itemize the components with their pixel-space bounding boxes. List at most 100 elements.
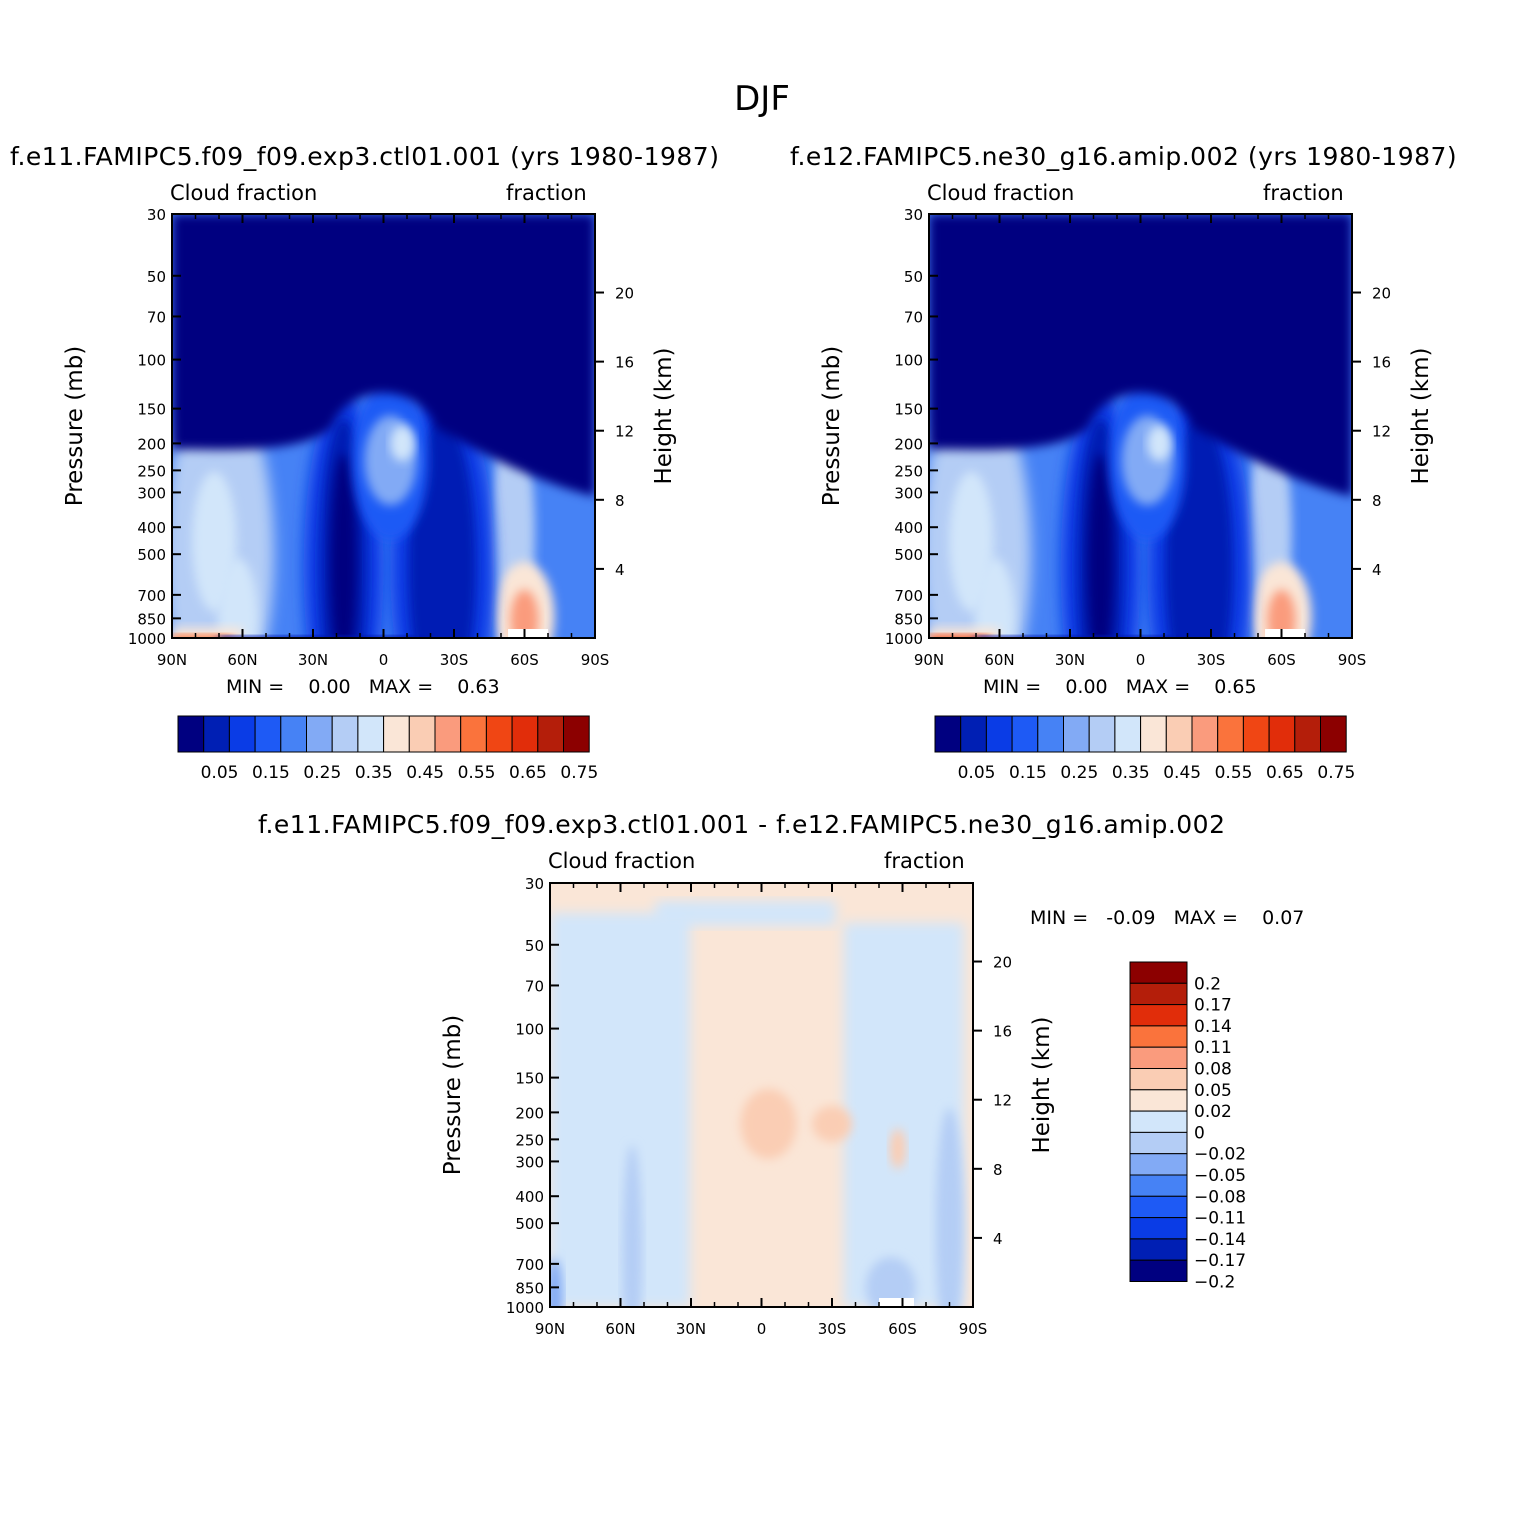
colorbar-swatch (985, 715, 1013, 753)
latitude-tick-label: 60N (605, 1320, 635, 1338)
pressure-tick-label: 400 (515, 1188, 544, 1206)
pressure-tick-label: 850 (137, 610, 166, 628)
colorbar-swatch (537, 715, 564, 753)
pressure-tick-label: 1000 (885, 630, 923, 648)
colorbar-label: −0.2 (1194, 1273, 1235, 1293)
pressure-tick-label: 30 (525, 875, 544, 893)
tropical-upper-positive (740, 1088, 797, 1159)
latitude-tick-label: 90N (914, 651, 944, 669)
pressure-tick-label: 300 (894, 484, 923, 502)
latitude-tick-label: 90S (581, 651, 610, 669)
tropical-cirrus-max (390, 425, 415, 462)
colorbar-swatch (934, 715, 962, 753)
pressure-tick-label: 250 (894, 462, 923, 480)
pressure-tick-label: 250 (137, 462, 166, 480)
panel-2-title: f.e12.FAMIPC5.ne30_g16.amip.002 (yrs 198… (790, 142, 1458, 171)
pressure-tick-label: 500 (137, 546, 166, 564)
height-tick-label: 16 (615, 354, 634, 372)
latitude-tick-label: 30S (440, 651, 469, 669)
pressure-tick-label: 150 (137, 401, 166, 419)
colorbar-swatch (1129, 1174, 1188, 1197)
colorbar-label: 0.17 (1194, 996, 1232, 1016)
pressure-tick-label: 100 (894, 352, 923, 370)
colorbar-swatch (331, 715, 359, 753)
colorbar-swatch (1129, 1195, 1188, 1219)
pressure-tick-label: 200 (137, 435, 166, 453)
latitude-tick-label: 60S (510, 651, 539, 669)
colorbar-label: 0.35 (1112, 763, 1150, 783)
panel-3-units-label: fraction (884, 849, 965, 873)
height-tick-label: 8 (615, 492, 625, 510)
colorbar-swatch (357, 715, 385, 753)
pressure-tick-label: 300 (137, 484, 166, 502)
colorbar-swatch (1140, 715, 1167, 753)
pressure-tick-label: 100 (515, 1021, 544, 1039)
colorbar-swatch (563, 715, 590, 753)
colorbar-label: 0.75 (560, 763, 598, 783)
pressure-tick-label: 400 (137, 519, 166, 537)
colorbar-swatch (1294, 715, 1322, 753)
latitude-tick-label: 60S (888, 1320, 917, 1338)
colorbar-label: 0.08 (1194, 1060, 1232, 1080)
pressure-tick-label: 500 (894, 546, 923, 564)
colorbar-swatch (254, 715, 282, 753)
colorbar-swatch (434, 715, 462, 753)
pressure-tick-label: 700 (894, 587, 923, 605)
nh-negative-streak (622, 1144, 643, 1307)
colorbar-swatch (1320, 715, 1347, 753)
pressure-tick-label: 300 (515, 1153, 544, 1171)
colorbar-label: −0.08 (1194, 1187, 1246, 1207)
colorbar-swatch (960, 715, 987, 753)
nh-lowlevel-cloud-region (217, 558, 258, 638)
colorbar-swatch (1217, 715, 1244, 753)
colorbar-label: 0.75 (1317, 763, 1355, 783)
pressure-tick-label: 150 (894, 401, 923, 419)
colorbar-label: −0.14 (1194, 1230, 1246, 1250)
arctic-surface-cloud-max (172, 635, 232, 638)
colorbar-label: 0.35 (355, 763, 393, 783)
panel-3-contour-field (550, 883, 973, 1307)
colorbar-swatch (1129, 1089, 1188, 1112)
colorbar-label: 0.05 (1194, 1081, 1232, 1101)
panel-1-units-label: fraction (506, 181, 587, 205)
missing-data-strip (508, 629, 549, 638)
latitude-tick-label: 90N (157, 651, 187, 669)
pressure-tick-label: 700 (515, 1256, 544, 1274)
colorbar-label: 0.45 (1163, 763, 1201, 783)
height-tick-label: 8 (1372, 492, 1382, 510)
height-tick-label: 12 (1372, 423, 1391, 441)
colorbar-swatch (1129, 1153, 1188, 1176)
colorbar-label: 0.2 (1194, 974, 1221, 994)
colorbar-label: 0.05 (201, 763, 239, 783)
colorbar-label: 0.55 (1215, 763, 1253, 783)
figure-title: DJF (734, 79, 790, 119)
latitude-tick-label: 0 (379, 651, 389, 669)
latitude-tick-label: 90S (959, 1320, 988, 1338)
height-tick-label: 4 (993, 1230, 1003, 1248)
pressure-tick-label: 70 (904, 308, 923, 326)
height-tick-label: 20 (993, 954, 1012, 972)
panel-1-min-max: MIN = 0.00 MAX = 0.63 (226, 676, 500, 698)
pressure-tick-label: 1000 (506, 1299, 544, 1317)
height-axis-title: Height (km) (1029, 1016, 1055, 1153)
colorbar-swatch (1037, 715, 1065, 753)
colorbar-swatch (1242, 715, 1270, 753)
latitude-tick-label: 60S (1267, 651, 1296, 669)
panel-2-units-label: fraction (1263, 181, 1344, 205)
colorbar-swatch (1268, 715, 1296, 753)
colorbar-swatch (460, 715, 487, 753)
colorbar-label: 0.15 (252, 763, 290, 783)
latitude-tick-label: 30S (1197, 651, 1226, 669)
colorbar-swatch (511, 715, 539, 753)
upper-negative-band (655, 901, 836, 926)
pressure-tick-label: 30 (904, 206, 923, 224)
height-tick-label: 16 (1372, 354, 1391, 372)
pressure-tick-label: 850 (894, 610, 923, 628)
pressure-tick-label: 500 (515, 1215, 544, 1233)
colorbar-swatch (1129, 982, 1188, 1006)
pressure-tick-label: 70 (525, 977, 544, 995)
nh-subtropical-dry-min (330, 453, 357, 638)
arctic-surface-cloud (929, 627, 999, 638)
colorbar-swatch (1191, 715, 1219, 753)
panel-1-title: f.e11.FAMIPC5.f09_f09.exp3.ctl01.001 (yr… (10, 142, 720, 171)
